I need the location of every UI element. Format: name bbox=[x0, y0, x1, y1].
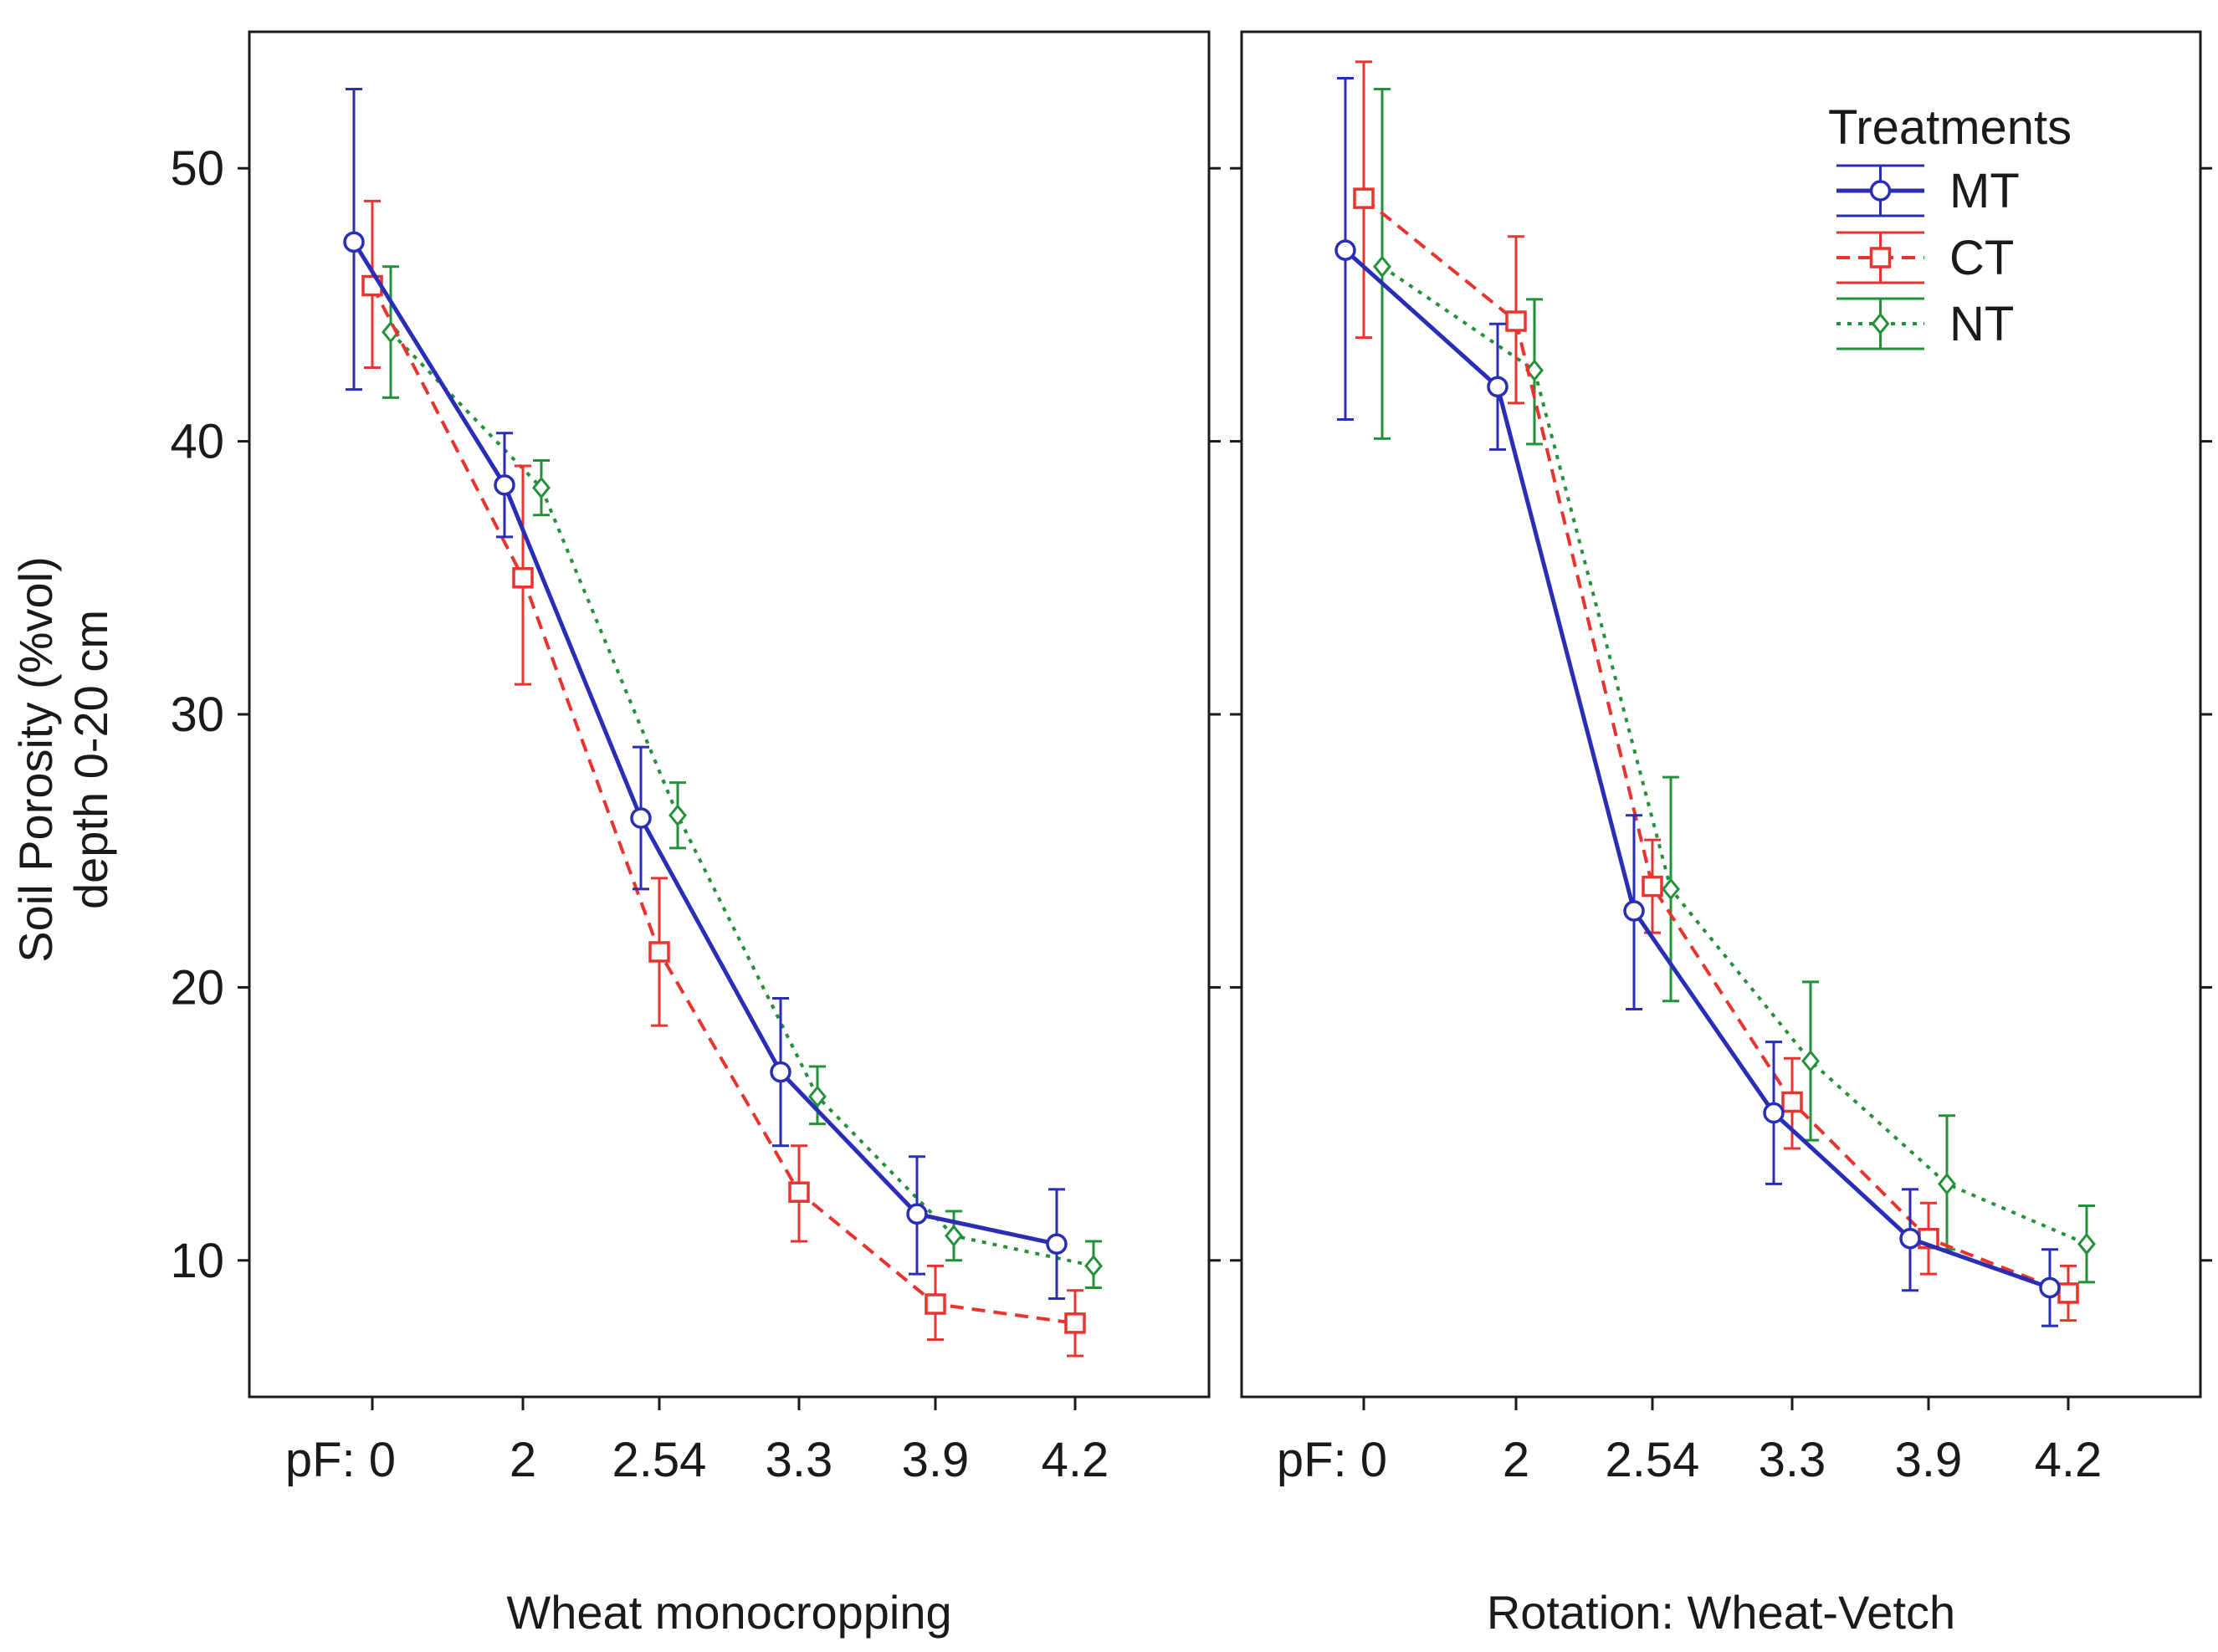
y-axis-label: Soil Porosity (%vol) depth 0-20 cm bbox=[9, 556, 117, 962]
x-tick-label: 2.54 bbox=[612, 1433, 707, 1487]
data-point-nt bbox=[668, 804, 687, 827]
data-point-ct bbox=[925, 1293, 946, 1315]
data-point-ct bbox=[512, 567, 534, 589]
x-tick-label: 2 bbox=[1503, 1433, 1529, 1487]
legend: Treatments MT CT NT bbox=[1828, 100, 2072, 351]
data-point-mt bbox=[770, 1061, 791, 1083]
data-point-mt bbox=[1763, 1102, 1785, 1124]
legend-entry-ct: CT bbox=[1836, 231, 2014, 285]
series-line-mt bbox=[1344, 248, 2051, 1290]
legend-label-nt: NT bbox=[1949, 297, 2014, 351]
data-point-mt bbox=[630, 807, 652, 829]
x-tick-label: 3.9 bbox=[902, 1433, 970, 1487]
series-line-ct bbox=[1362, 197, 2069, 1295]
x-tick-label: 4.2 bbox=[1042, 1433, 1109, 1487]
data-point-nt bbox=[1662, 877, 1680, 901]
data-point-nt bbox=[1801, 1050, 1820, 1072]
series-mt bbox=[343, 88, 1068, 1300]
plot-frame bbox=[248, 30, 1211, 1399]
legend-entry-nt: NT bbox=[1836, 297, 2014, 351]
data-point-mt bbox=[906, 1203, 928, 1225]
data-point-ct bbox=[1781, 1091, 1803, 1113]
y-tick-label: 50 bbox=[170, 141, 224, 196]
data-point-ct bbox=[1064, 1312, 1086, 1334]
data-point-ct bbox=[2057, 1282, 2079, 1304]
data-point-ct bbox=[1353, 187, 1375, 209]
data-point-mt bbox=[1487, 376, 1509, 398]
x-tick-label: 3.3 bbox=[766, 1433, 833, 1487]
data-point-nt bbox=[532, 476, 551, 499]
x-tick-label: pF: 0 bbox=[1277, 1433, 1387, 1487]
panels: 10 20 30 40 50 pF: 0 2 2.54 3.3 3.9 4.2 Wheat monoc… bbox=[170, 30, 2212, 1639]
series-nt bbox=[382, 265, 1103, 1289]
data-point-mt bbox=[1623, 900, 1645, 922]
y-tick-label: 20 bbox=[170, 960, 224, 1015]
panel-2: pF: 0 2 2.54 3.3 3.9 4.2 Rotation: Wheat-Vetch bbox=[1230, 30, 2212, 1639]
series-line-ct bbox=[371, 284, 1076, 1325]
data-point-mt bbox=[2039, 1276, 2061, 1299]
data-point-nt bbox=[1373, 255, 1391, 279]
legend-label-mt: MT bbox=[1949, 164, 2020, 218]
panel-1: 10 20 30 40 50 pF: 0 2 2.54 3.3 3.9 4.2 Wheat monoc… bbox=[170, 30, 1221, 1639]
series-line-nt bbox=[1380, 265, 2087, 1246]
y-axis-label-line1: Soil Porosity (%vol) bbox=[9, 556, 62, 962]
data-point-nt bbox=[808, 1085, 827, 1108]
plot-frame bbox=[1240, 30, 2202, 1399]
data-point-nt bbox=[945, 1225, 963, 1247]
data-point-ct bbox=[648, 941, 670, 963]
data-point-mt bbox=[343, 231, 365, 253]
panel-title: Wheat monocropping bbox=[506, 1586, 951, 1639]
series-ct bbox=[361, 199, 1086, 1358]
x-tick-label: 3.9 bbox=[1895, 1433, 1963, 1487]
panel-title: Rotation: Wheat-Vetch bbox=[1487, 1586, 1955, 1639]
data-point-mt bbox=[1334, 239, 1356, 261]
series-line-mt bbox=[351, 241, 1058, 1246]
data-point-nt bbox=[1084, 1254, 1103, 1277]
x-tick-label: 2.54 bbox=[1606, 1433, 1700, 1487]
legend-label-ct: CT bbox=[1949, 231, 2014, 285]
series-mt bbox=[1334, 76, 2061, 1327]
data-point-ct bbox=[1642, 875, 1663, 898]
legend-entry-mt: MT bbox=[1836, 164, 2020, 218]
x-tick-label: 3.3 bbox=[1759, 1433, 1826, 1487]
data-point-mt bbox=[494, 474, 515, 496]
data-point-nt bbox=[1938, 1173, 1956, 1195]
y-axis-label-line2: depth 0-20 cm bbox=[64, 610, 117, 909]
data-point-ct bbox=[788, 1181, 810, 1203]
data-point-mt bbox=[1046, 1233, 1068, 1255]
data-point-nt bbox=[2077, 1232, 2096, 1256]
y-tick-label: 40 bbox=[170, 415, 224, 469]
legend-title: Treatments bbox=[1828, 100, 2072, 155]
x-tick-label: 4.2 bbox=[2035, 1433, 2103, 1487]
x-tick-label: pF: 0 bbox=[285, 1433, 396, 1487]
x-tick-label: 2 bbox=[510, 1433, 536, 1487]
data-point-mt bbox=[1899, 1227, 1921, 1250]
y-tick-label: 30 bbox=[170, 688, 224, 742]
y-tick-label: 10 bbox=[170, 1234, 224, 1288]
data-point-ct bbox=[1505, 310, 1527, 332]
